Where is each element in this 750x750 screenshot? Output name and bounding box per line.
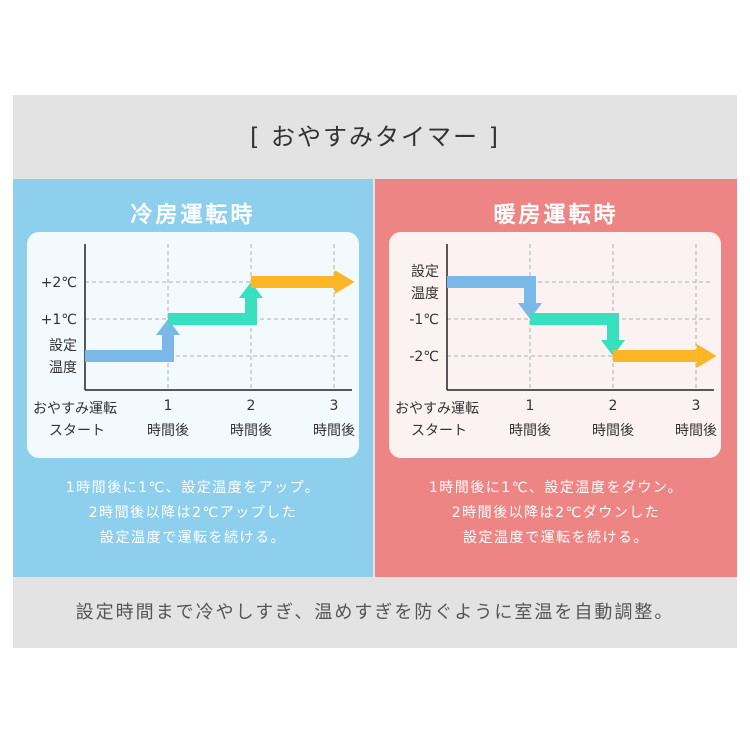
x-tick-number: 2 [609, 398, 618, 414]
x-tick-number: 3 [330, 398, 339, 414]
cooling-description-line-3: 設定温度で運転を続ける。 [100, 530, 286, 546]
step-arrow-head [156, 319, 180, 335]
x-tick-label: 時間後 [313, 423, 355, 439]
x-tick-number: 3 [692, 398, 701, 414]
x-tick-label: 時間後 [675, 423, 717, 439]
x-tick-number: 1 [526, 398, 535, 414]
step-riser [245, 298, 257, 325]
x-start-label: おやすみ運転 [395, 401, 479, 417]
x-tick-label: 時間後 [592, 423, 634, 439]
x-start-label: スタート [49, 423, 105, 439]
cooling-chart-card: +2℃ +1℃ 設定温度おやすみ運転 スタート 1 時間後 2 時間後 3 時間後 [27, 232, 359, 458]
timer-infographic: [ おやすみタイマー ] 冷房運転時 +2℃ +1℃ 設定 温度 おやすみ運転 スタート 1… [13, 95, 737, 648]
y-tick-label: 温度 [411, 286, 439, 302]
cooling-description-line-2: 2時間後以降は2℃アップした [88, 505, 298, 521]
heating-panel: 暖房運転時 設定温度 -1℃ -2℃ おやすみ運転 スタート 1 時間後 2 時間後 3 時間後 1… [375, 179, 737, 577]
step-bar [251, 276, 335, 288]
step-riser [607, 313, 619, 340]
step-arrow-head [334, 270, 355, 294]
step-arrow-head [696, 344, 717, 368]
y-tick-label: 設定 [411, 264, 439, 280]
x-tick-label: 時間後 [509, 423, 551, 439]
cooling-description-line-1: 1時間後に1℃、設定温度をアップ。 [65, 480, 321, 496]
heating-description: 1時間後に1℃、設定温度をダウン。 2時間後以降は2℃ダウンした 設定温度で運転… [375, 476, 737, 551]
step-bar [85, 350, 174, 362]
y-tick-label: -2℃ [409, 349, 439, 365]
x-tick-number: 2 [247, 398, 256, 414]
step-arrow-head [239, 282, 263, 298]
y-tick-label: -1℃ [409, 312, 439, 328]
x-tick-label: 時間後 [147, 423, 189, 439]
x-start-label: スタート [411, 423, 467, 439]
y-tick-label: 設定 [49, 338, 77, 354]
heating-description-line-1: 1時間後に1℃、設定温度をダウン。 [428, 480, 684, 496]
cooling-description: 1時間後に1℃、設定温度をアップ。 2時間後以降は2℃アップした 設定温度で運転… [13, 476, 373, 551]
y-tick-label: +1℃ [41, 312, 77, 328]
step-bar [447, 276, 536, 288]
cooling-panel-title: 冷房運転時 [130, 203, 256, 228]
x-start-label: おやすみ運転 [33, 401, 117, 417]
step-arrow-head [601, 340, 625, 356]
step-bar [530, 313, 619, 325]
y-tick-label: +2℃ [41, 275, 77, 291]
x-tick-label: 時間後 [230, 423, 272, 439]
x-tick-number: 1 [164, 398, 173, 414]
heating-description-line-3: 設定温度で運転を続ける。 [463, 530, 649, 546]
heating-chart-card: 設定温度 -1℃ -2℃ おやすみ運転 スタート 1 時間後 2 時間後 3 時間後 [389, 232, 721, 458]
step-bar [168, 313, 257, 325]
y-tick-label: 温度 [49, 360, 77, 376]
page-title: [ おやすみタイマー ] [250, 123, 500, 151]
heating-panel-title: 暖房運転時 [493, 203, 619, 228]
footer-caption: 設定時間まで冷やしすぎ、温めすぎを防ぐように室温を自動調整。 [75, 602, 675, 623]
step-riser [162, 335, 174, 362]
step-bar [613, 350, 697, 362]
heating-description-line-2: 2時間後以降は2℃ダウンした [451, 505, 661, 521]
step-riser [524, 276, 536, 303]
cooling-panel: 冷房運転時 +2℃ +1℃ 設定温度おやすみ運転 スタート 1 時間後 2 時間後 3 時間後 1… [13, 179, 373, 577]
step-arrow-head [518, 303, 542, 319]
